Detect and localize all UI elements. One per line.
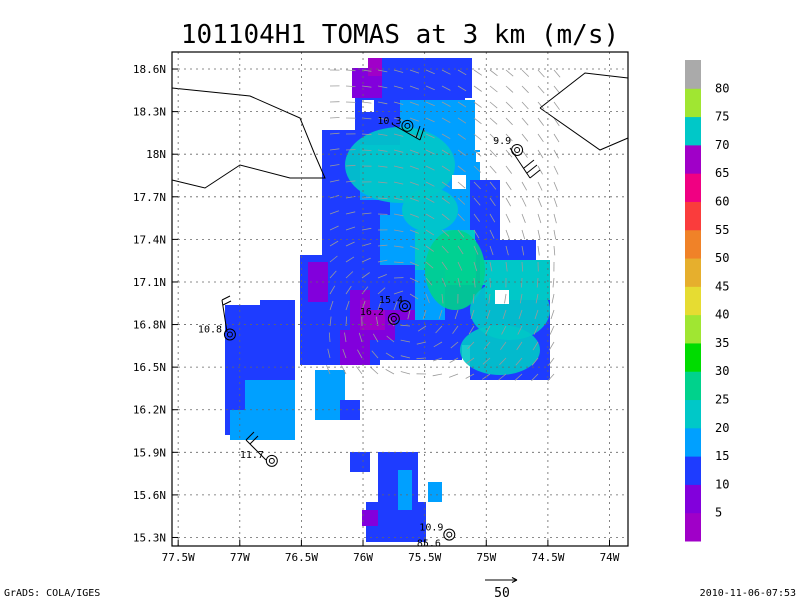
y-tick-label: 18N (146, 148, 166, 161)
colorbar-label: 35 (715, 336, 729, 350)
colorbar-label: 40 (715, 308, 729, 322)
observation-label: 9.9 (493, 136, 511, 147)
colorbar-label: 25 (715, 393, 729, 407)
field-cell (398, 470, 412, 510)
colorbar-swatch (685, 117, 701, 146)
colorbar-label: 80 (715, 81, 729, 95)
colorbar-label: 50 (715, 251, 729, 265)
y-tick-label: 15.9N (133, 446, 166, 459)
wind-vector (522, 278, 523, 288)
colorbar-swatch (685, 456, 701, 485)
colorbar-label: 20 (715, 421, 729, 435)
colorbar-swatch (685, 145, 701, 174)
field-cell (428, 482, 442, 502)
colorbar-swatch (685, 88, 701, 117)
y-tick-label: 18.3N (133, 106, 166, 119)
observation-label: 16.2 (360, 307, 384, 318)
field-cell (372, 58, 472, 98)
observation-label: 15.4 (379, 295, 403, 306)
colorbar-label: 70 (715, 138, 729, 152)
colorbar-swatch (685, 201, 701, 230)
field-gap (362, 100, 374, 112)
y-tick-label: 16.2N (133, 404, 166, 417)
field-blob (402, 188, 458, 232)
colorbar-label: 10 (715, 477, 729, 491)
colorbar-swatch (685, 484, 701, 513)
colorbar-swatch (685, 173, 701, 202)
colorbar-swatch (685, 315, 701, 344)
x-tick-label: 75W (476, 551, 496, 564)
wind-vector (362, 150, 372, 151)
footer-credit: GrADS: COLA/IGES (4, 588, 100, 599)
colorbar-label: 55 (715, 223, 729, 237)
y-tick-label: 16.8N (133, 319, 166, 332)
x-tick-label: 74.5W (531, 551, 564, 564)
field-cell (362, 510, 378, 526)
colorbar-swatch (685, 400, 701, 429)
colorbar-swatch (685, 343, 701, 372)
colorbar-swatch (685, 428, 701, 457)
field-cell (368, 58, 382, 76)
x-tick-label: 74W (600, 551, 620, 564)
colorbar-swatch (685, 286, 701, 315)
field-cell (350, 452, 370, 472)
x-tick-label: 77.5W (162, 551, 195, 564)
colorbar-label: 60 (715, 195, 729, 209)
colorbar-label: 65 (715, 166, 729, 180)
y-tick-label: 17.1N (133, 276, 166, 289)
observation-label: 10.8 (198, 324, 222, 335)
colorbar-swatch (685, 60, 701, 89)
x-tick-label: 75.5W (408, 551, 441, 564)
chart-title: 101104H1 TOMAS at 3 km (m/s) (181, 20, 619, 50)
x-tick-label: 77W (230, 551, 250, 564)
x-tick-label: 76.5W (285, 551, 318, 564)
colorbar-label: 5 (715, 506, 722, 520)
colorbar-label: 30 (715, 364, 729, 378)
colorbar-label: 45 (715, 279, 729, 293)
y-tick-label: 15.6N (133, 489, 166, 502)
colorbar-label: 15 (715, 449, 729, 463)
footer-timestamp: 2010-11-06-07:53 (700, 588, 796, 599)
field-gap (495, 290, 509, 304)
y-tick-label: 18.6N (133, 63, 166, 76)
y-tick-label: 17.4N (133, 233, 166, 246)
colorbar-swatch (685, 371, 701, 400)
y-tick-label: 16.5N (133, 361, 166, 374)
colorbar-swatch (685, 230, 701, 259)
colorbar-label: 75 (715, 110, 729, 124)
vector-reference-label: 50 (494, 586, 510, 600)
field-cell (340, 330, 370, 365)
y-tick-label: 17.7N (133, 191, 166, 204)
field-cell (340, 400, 360, 420)
y-tick-label: 15.3N (133, 531, 166, 544)
colorbar-swatch (685, 513, 701, 542)
observation-label: 85.6 (417, 538, 441, 549)
colorbar-swatch (685, 258, 701, 287)
observation-label: 10.3 (377, 116, 401, 127)
x-tick-label: 76W (353, 551, 373, 564)
observation-label: 10.9 (419, 523, 443, 534)
observation-label: 11.7 (240, 450, 264, 461)
wind-vector (330, 118, 340, 119)
